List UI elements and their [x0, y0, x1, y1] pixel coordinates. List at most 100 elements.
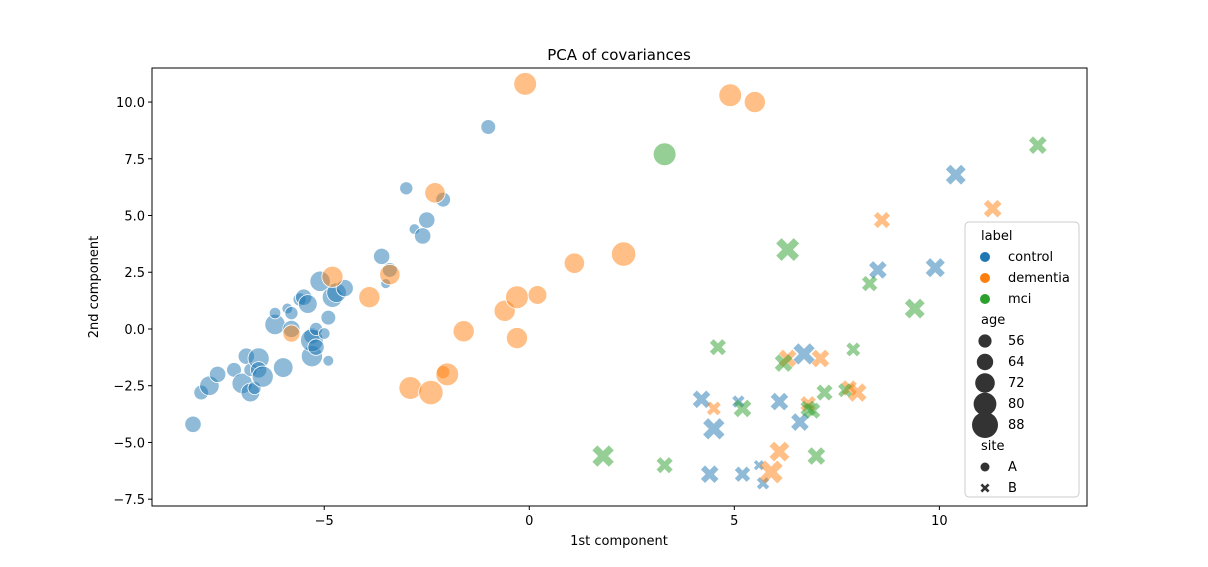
- data-point-mci-x: [592, 445, 614, 467]
- legend-entry-label: 64: [1008, 355, 1025, 370]
- data-point-mci-x: [656, 457, 673, 474]
- y-tick-label: 7.5: [124, 153, 145, 168]
- data-point-mci-x: [807, 447, 826, 465]
- data-point-dementia-circle: [452, 320, 475, 343]
- data-point-dementia-x: [983, 199, 1002, 218]
- data-point-control-circle: [414, 227, 432, 245]
- data-point-mci-x: [733, 399, 752, 418]
- data-point-mci-x: [846, 342, 861, 357]
- axes-frame: [151, 67, 1088, 507]
- data-point-control-circle: [184, 415, 202, 433]
- data-point-mci-circle: [652, 142, 677, 167]
- data-point-mci-x: [816, 384, 833, 401]
- data-point-control-x: [770, 392, 789, 411]
- y-tick-label: 2.5: [124, 266, 145, 281]
- legend-color-swatch: [980, 294, 990, 304]
- x-tick-label: 0: [525, 514, 533, 529]
- data-point-control-circle: [373, 247, 391, 265]
- data-point-dementia-x: [706, 401, 721, 416]
- y-tick-label: 0.0: [124, 323, 145, 338]
- data-point-control-circle: [322, 354, 335, 367]
- data-point-control-x: [945, 164, 966, 185]
- data-point-control-circle: [307, 338, 325, 356]
- data-point-dementia-circle: [563, 252, 585, 274]
- data-point-control-x: [700, 465, 719, 484]
- y-tick-label: 10.0: [116, 96, 145, 111]
- data-point-dementia-circle: [743, 91, 766, 114]
- data-point-dementia-x: [811, 349, 830, 368]
- data-point-control-circle: [480, 119, 497, 135]
- data-point-control-circle: [209, 365, 227, 383]
- legend-section-title: label: [981, 229, 1012, 244]
- y-tick-label: −5.0: [113, 436, 145, 451]
- data-point-control-circle: [298, 294, 318, 314]
- data-point-mci-x: [774, 354, 793, 372]
- legend-color-swatch: [980, 273, 990, 283]
- data-point-dementia-circle: [282, 324, 301, 343]
- data-point-control-circle: [320, 309, 337, 326]
- y-axis: −7.5 −5.0 −2.5 0.0 2.5 5.0 7.5 10.0: [113, 96, 152, 508]
- data-point-dementia-circle: [718, 83, 743, 108]
- data-point-dementia-circle: [527, 285, 548, 305]
- data-point-control-circle: [251, 365, 274, 388]
- legend-size-swatch: [978, 334, 992, 348]
- data-point-control-x: [692, 390, 711, 409]
- legend-entry-label: 72: [1008, 376, 1025, 391]
- data-point-control-x: [791, 413, 809, 431]
- legend-style-swatch: [980, 483, 990, 493]
- data-point-mci-x: [709, 339, 726, 356]
- y-tick-label: −7.5: [113, 493, 145, 508]
- data-point-mci-x: [804, 402, 821, 419]
- data-point-control-circle: [318, 327, 331, 340]
- data-point-control-circle: [399, 181, 414, 196]
- legend-entry-label: B: [1008, 481, 1017, 496]
- data-point-control-x: [869, 261, 887, 279]
- data-point-control-x: [793, 343, 815, 365]
- data-point-dementia-circle: [611, 241, 637, 267]
- data-point-dementia-circle: [321, 265, 344, 288]
- x-tick-label: 10: [931, 514, 948, 529]
- legend-size-swatch: [975, 373, 995, 393]
- data-point-control-circle: [268, 306, 282, 320]
- data-point-control-x: [925, 258, 945, 278]
- data-point-control-x: [734, 466, 751, 482]
- x-axis: −5 0 5 10: [315, 506, 948, 529]
- x-tick-label: −5: [315, 514, 334, 529]
- legend-entry-label: 88: [1008, 418, 1025, 433]
- data-point-dementia-circle: [505, 327, 528, 350]
- legend-size-swatch: [976, 353, 994, 371]
- data-point-mci-x: [1028, 136, 1047, 154]
- data-point-dementia-circle: [513, 72, 537, 96]
- legend-entry-label: dementia: [1008, 271, 1070, 286]
- legend-entry-label: 80: [1008, 397, 1025, 412]
- x-axis-label: 1st component: [570, 534, 668, 549]
- data-point-dementia-x: [769, 441, 790, 462]
- data-point-control-circle: [418, 211, 436, 229]
- legend-entry-label: control: [1008, 250, 1053, 265]
- data-point-dementia-circle: [398, 376, 423, 400]
- data-point-control-x: [703, 418, 725, 440]
- data-point-dementia-circle: [505, 285, 529, 310]
- y-tick-label: 5.0: [124, 210, 145, 225]
- legend-style-swatch: [980, 462, 990, 472]
- chart-title: PCA of covariances: [547, 46, 691, 64]
- data-point-dementia-circle: [358, 286, 381, 309]
- data-point-mci-x: [776, 238, 800, 262]
- data-point-control-circle: [273, 357, 294, 378]
- legend-section-title: site: [981, 439, 1004, 454]
- legend-section-title: age: [981, 313, 1005, 328]
- legend-entry-label: A: [1008, 460, 1017, 475]
- legend-entry-label: mci: [1008, 292, 1031, 307]
- data-point-dementia-circle: [418, 379, 444, 406]
- data-point-control-x: [753, 460, 765, 471]
- legend-size-swatch: [972, 412, 998, 438]
- data-point-mci-x: [904, 298, 925, 319]
- y-axis-label: 2nd component: [87, 236, 102, 338]
- legend-color-swatch: [980, 252, 990, 262]
- data-point-dementia-circle: [379, 263, 401, 286]
- data-point-dementia-x: [873, 211, 891, 229]
- data-point-control-circle: [284, 306, 299, 321]
